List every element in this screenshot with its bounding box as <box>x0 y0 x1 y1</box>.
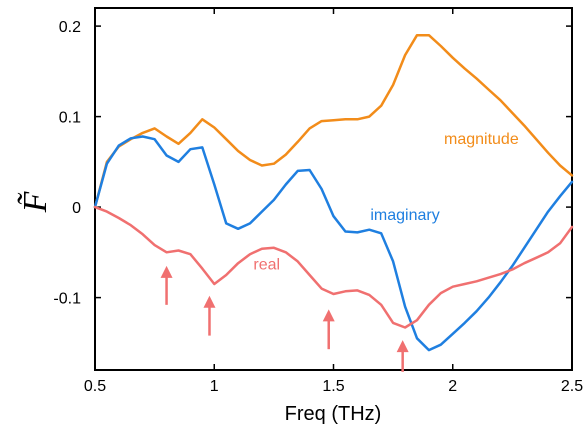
series-line-real <box>93 205 574 329</box>
series-label-real: real <box>253 257 280 274</box>
arrow-annotation <box>396 340 409 372</box>
series-layer: magnitude imaginary real <box>93 33 574 352</box>
arrow-head <box>203 295 216 308</box>
y-tick-label: 0.2 <box>59 19 81 36</box>
y-axis-title: F̃ <box>17 190 54 213</box>
axes: 0.5 1 1.5 2 2.5 0.2 0.1 0 -0.1 <box>53 7 583 395</box>
plot-frame <box>94 7 573 371</box>
series-label-imaginary: imaginary <box>370 207 439 224</box>
x-tick-label: 1.5 <box>322 378 344 395</box>
x-axis-title: Freq (THz) <box>285 403 382 425</box>
arrow-head <box>396 340 409 353</box>
x-tick-label: 2 <box>448 378 457 395</box>
arrow-head <box>160 265 173 278</box>
x-tick-label: 0.5 <box>84 378 106 395</box>
x-tick-label: 2.5 <box>561 378 583 395</box>
y-tick-label: 0.1 <box>59 110 81 127</box>
arrow-annotation <box>160 265 173 305</box>
series-line-magnitude <box>93 33 574 209</box>
arrow-annotation <box>322 309 335 350</box>
y-tick-label: -0.1 <box>53 291 81 308</box>
arrow-head <box>322 309 335 322</box>
annotations <box>160 265 409 372</box>
y-tick-label: 0 <box>72 200 81 217</box>
series-label-magnitude: magnitude <box>444 131 519 148</box>
arrow-annotation <box>203 295 216 336</box>
series-line-imaginary <box>93 135 574 352</box>
x-tick-label: 1 <box>210 378 219 395</box>
